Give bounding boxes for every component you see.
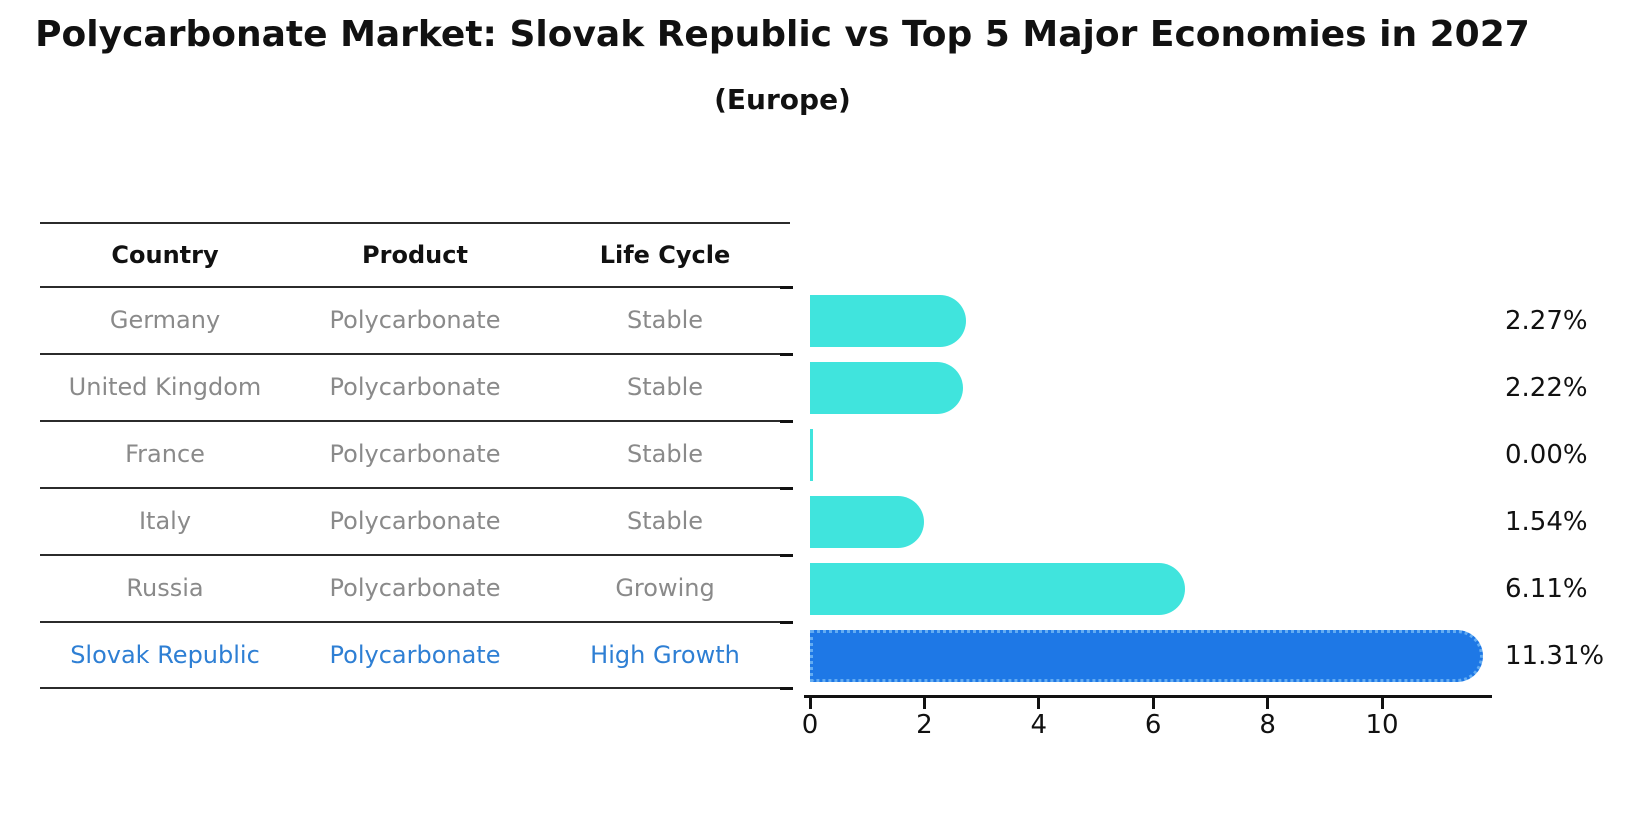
cell-product: Polycarbonate: [329, 306, 501, 335]
cell-life-cycle: Stable: [626, 440, 704, 469]
table-rule: [40, 486, 790, 489]
cell-life-cycle: Stable: [626, 507, 704, 536]
table-header-row: Country Product Life Cycle: [40, 223, 790, 287]
table-rule: [40, 286, 790, 288]
column-header-country: Country: [111, 241, 219, 269]
x-tick-label: 4: [1030, 710, 1048, 740]
table-row: Germany Polycarbonate Stable: [40, 287, 790, 354]
bar-value-label: 1.54%: [1505, 507, 1588, 538]
x-tick-mark: [922, 698, 926, 709]
bar-united-kingdom: [810, 362, 963, 415]
table-rule: [40, 620, 790, 623]
bar-germany: [810, 295, 966, 348]
bar-italy: [810, 496, 925, 549]
bar-russia: [810, 563, 1186, 616]
table-rule: [40, 222, 790, 224]
page-subtitle: (Europe): [714, 83, 851, 116]
cell-life-cycle: Growing: [615, 574, 715, 603]
bar-value-label: 2.22%: [1505, 373, 1588, 404]
table-row: Russia Polycarbonate Growing: [40, 555, 790, 622]
x-tick-label: 2: [916, 710, 933, 740]
title-block: Polycarbonate Market: Slovak Republic vs…: [0, 14, 1565, 116]
table-row: France Polycarbonate Stable: [40, 421, 790, 488]
cell-country: Russia: [126, 574, 204, 603]
cell-country: Italy: [138, 507, 192, 536]
table-rule: [40, 352, 790, 355]
x-tick-label: 6: [1144, 710, 1162, 740]
cell-product: Polycarbonate: [329, 440, 501, 469]
column-header-product: Product: [362, 241, 468, 269]
bar-value-label: 6.11%: [1505, 574, 1588, 605]
x-tick-mark: [1266, 698, 1270, 709]
cell-country: United Kingdom: [68, 373, 262, 402]
x-tick-label: 0: [801, 710, 819, 740]
y-tick-mark: [780, 286, 793, 289]
table-row: Slovak Republic Polycarbonate High Growth: [40, 622, 790, 689]
cell-product: Polycarbonate: [329, 640, 501, 669]
y-tick-mark: [780, 352, 793, 356]
x-tick-mark: [1380, 698, 1384, 709]
cell-life-cycle: Stable: [626, 306, 704, 335]
cell-life-cycle: Stable: [626, 373, 704, 402]
y-tick-mark: [780, 620, 793, 624]
x-tick-mark: [1037, 698, 1041, 709]
bar-value-label: 2.27%: [1505, 306, 1588, 337]
cell-product: Polycarbonate: [329, 373, 501, 402]
cell-product: Polycarbonate: [329, 574, 501, 603]
table-rule: [40, 553, 790, 556]
cell-country: Slovak Republic: [70, 640, 260, 669]
x-tick-mark: [1151, 698, 1155, 709]
cell-country: France: [125, 440, 205, 469]
table-rule: [40, 419, 790, 422]
table-row: United Kingdom Polycarbonate Stable: [40, 354, 790, 421]
bar-value-label: 0.00%: [1505, 440, 1588, 471]
x-axis-line: [804, 695, 1492, 698]
x-tick-label: 8: [1259, 710, 1276, 740]
y-tick-mark: [780, 419, 793, 423]
bar-france: [810, 429, 813, 482]
table-row: Italy Polycarbonate Stable: [40, 488, 790, 555]
x-tick-label: 10: [1365, 710, 1399, 740]
cell-product: Polycarbonate: [329, 507, 501, 536]
cell-life-cycle: High Growth: [590, 640, 740, 669]
y-tick-mark: [780, 486, 793, 490]
country-table: Country Product Life Cycle Germany Polyca…: [40, 222, 790, 690]
column-header-life-cycle: Life Cycle: [599, 241, 731, 269]
x-tick-mark: [808, 698, 812, 709]
page-title: Polycarbonate Market: Slovak Republic vs…: [35, 14, 1530, 55]
y-tick-mark: [780, 553, 793, 557]
cell-country: Germany: [109, 306, 221, 335]
table-rule: [40, 687, 790, 690]
bar-value-label: 11.31%: [1505, 640, 1605, 671]
bar-slovak-republic: [810, 629, 1483, 682]
y-tick-mark: [780, 687, 793, 691]
